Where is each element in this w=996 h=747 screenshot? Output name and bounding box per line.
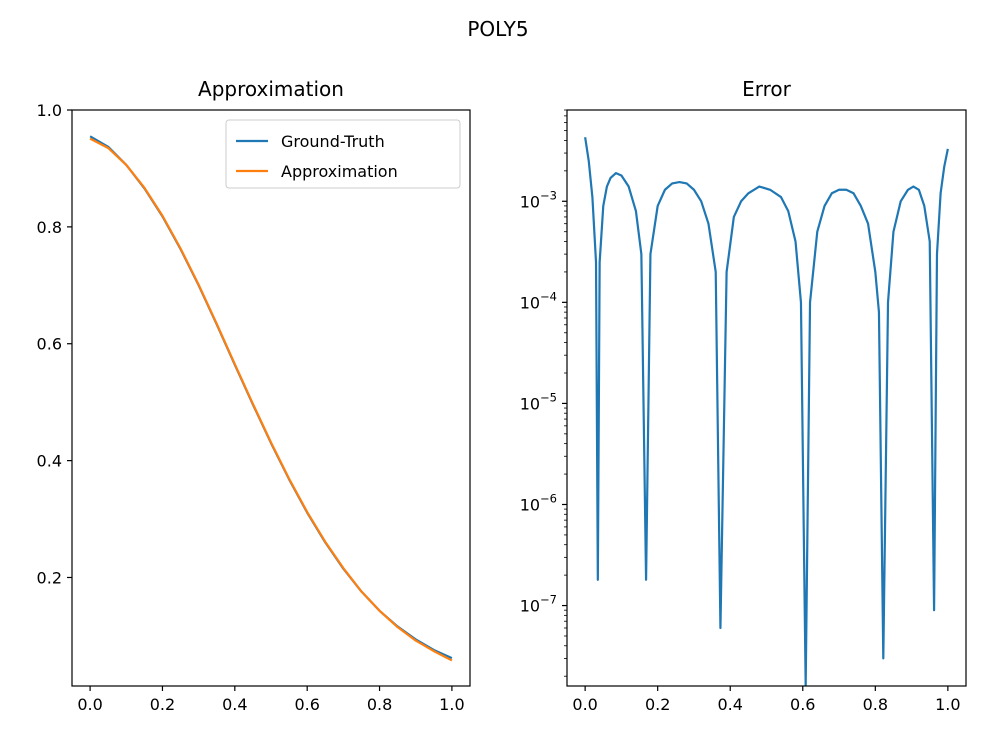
y-tick-label: 0.8 bbox=[37, 218, 62, 237]
panel-title: Error bbox=[742, 77, 792, 101]
y-tick-label: 0.4 bbox=[37, 452, 62, 471]
y-tick-label-exponent: −6 bbox=[540, 491, 557, 505]
axes-frame bbox=[566, 109, 967, 687]
legend-label: Approximation bbox=[281, 162, 398, 181]
y-tick-label: 10−7 bbox=[520, 593, 557, 616]
x-tick-label: 0.0 bbox=[77, 695, 102, 714]
x-tick-label: 0.8 bbox=[367, 695, 392, 714]
y-tick-label-base: 10 bbox=[520, 597, 540, 616]
figure-suptitle: POLY5 bbox=[467, 17, 528, 41]
y-tick-label-exponent: −4 bbox=[540, 289, 557, 303]
y-tick-label: 10−3 bbox=[520, 188, 557, 211]
y-tick-label: 0.6 bbox=[37, 335, 62, 354]
y-tick-label-exponent: −7 bbox=[540, 593, 557, 607]
x-tick-label: 0.6 bbox=[790, 695, 815, 714]
y-tick-label-base: 10 bbox=[520, 192, 540, 211]
approximation-panel: Approximation 0.0 0.2 0.4 0.6 0.8 1.0 0.2 0.4 0.6… bbox=[37, 77, 471, 714]
y-tick-label-exponent: −5 bbox=[540, 390, 557, 404]
x-tick-label: 1.0 bbox=[439, 695, 464, 714]
panel-title: Approximation bbox=[198, 77, 344, 101]
axes-frame bbox=[71, 109, 471, 687]
series-line-error bbox=[584, 137, 949, 686]
legend-box bbox=[225, 119, 461, 189]
x-tick-label: 0.4 bbox=[718, 695, 743, 714]
series-line-approximation bbox=[89, 137, 453, 662]
x-tick-label: 0.6 bbox=[294, 695, 319, 714]
y-tick-label-base: 10 bbox=[520, 394, 540, 413]
x-tick-label: 0.2 bbox=[150, 695, 175, 714]
x-tick-label: 0.2 bbox=[645, 695, 670, 714]
y-tick-label: 10−5 bbox=[520, 390, 557, 413]
x-tick-label: 0.8 bbox=[863, 695, 888, 714]
y-tick-label: 10−6 bbox=[520, 491, 557, 514]
legend-label: Ground-Truth bbox=[281, 132, 385, 151]
y-tick-label-base: 10 bbox=[520, 495, 540, 514]
y-tick-label: 0.2 bbox=[37, 568, 62, 587]
y-tick-label: 1.0 bbox=[37, 101, 62, 120]
x-tick-label: 1.0 bbox=[935, 695, 960, 714]
y-tick-label: 10−4 bbox=[520, 289, 557, 312]
x-tick-label: 0.4 bbox=[222, 695, 247, 714]
x-tick-label: 0.0 bbox=[572, 695, 597, 714]
y-tick-label-exponent: −3 bbox=[540, 188, 557, 202]
y-tick-label-base: 10 bbox=[520, 293, 540, 312]
